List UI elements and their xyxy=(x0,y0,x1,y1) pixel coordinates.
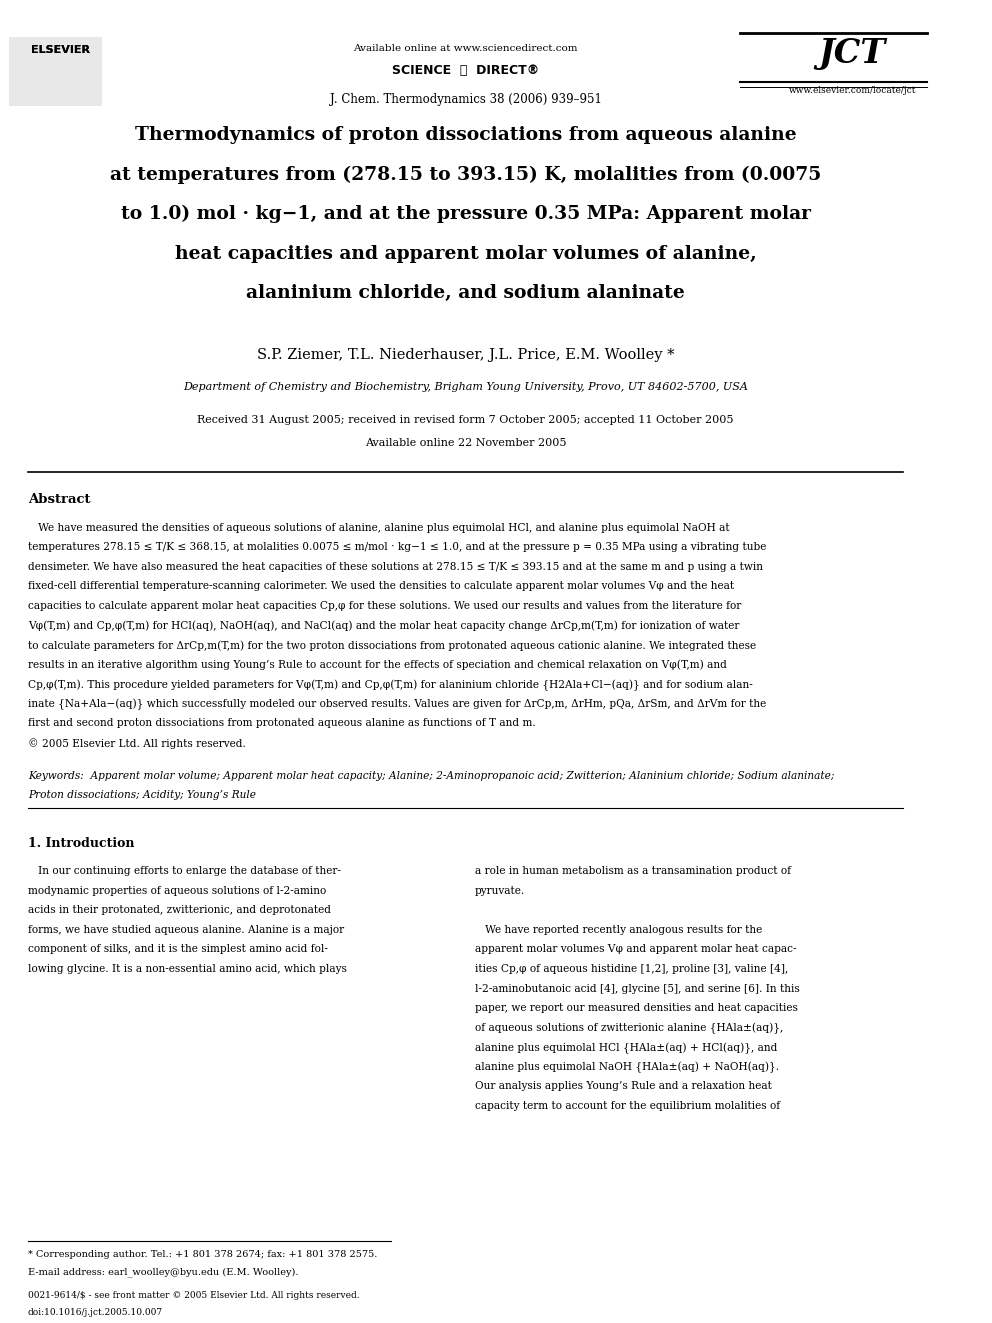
Text: Abstract: Abstract xyxy=(28,493,90,507)
Text: www.elsevier.com/locate/jct: www.elsevier.com/locate/jct xyxy=(789,86,916,95)
Text: We have reported recently analogous results for the: We have reported recently analogous resu… xyxy=(475,925,762,935)
Text: Cp,φ(T,m). This procedure yielded parameters for Vφ(T,m) and Cp,φ(T,m) for alani: Cp,φ(T,m). This procedure yielded parame… xyxy=(28,679,753,691)
Text: Received 31 August 2005; received in revised form 7 October 2005; accepted 11 Oc: Received 31 August 2005; received in rev… xyxy=(197,415,734,426)
Text: lowing glycine. It is a non-essential amino acid, which plays: lowing glycine. It is a non-essential am… xyxy=(28,964,347,974)
Text: results in an iterative algorithm using Young’s Rule to account for the effects : results in an iterative algorithm using … xyxy=(28,660,727,671)
Text: Keywords:  Apparent molar volume; Apparent molar heat capacity; Alanine; 2-Amino: Keywords: Apparent molar volume; Apparen… xyxy=(28,771,834,781)
Bar xyxy=(9,37,102,106)
Text: E-mail address: earl_woolley@byu.edu (E.M. Woolley).: E-mail address: earl_woolley@byu.edu (E.… xyxy=(28,1267,299,1277)
Text: l-2-aminobutanoic acid [4], glycine [5], and serine [6]. In this: l-2-aminobutanoic acid [4], glycine [5],… xyxy=(475,983,800,994)
Text: capacities to calculate apparent molar heat capacities Cp,φ for these solutions.: capacities to calculate apparent molar h… xyxy=(28,601,741,611)
Text: Vφ(T,m) and Cp,φ(T,m) for HCl(aq), NaOH(aq), and NaCl(aq) and the molar heat cap: Vφ(T,m) and Cp,φ(T,m) for HCl(aq), NaOH(… xyxy=(28,620,739,631)
Text: densimeter. We have also measured the heat capacities of these solutions at 278.: densimeter. We have also measured the he… xyxy=(28,562,763,572)
Text: SCIENCE  ⓐ  DIRECT®: SCIENCE ⓐ DIRECT® xyxy=(392,64,540,77)
Text: apparent molar volumes Vφ and apparent molar heat capac-: apparent molar volumes Vφ and apparent m… xyxy=(475,945,797,954)
Text: JCT: JCT xyxy=(818,37,886,70)
Text: Available online 22 November 2005: Available online 22 November 2005 xyxy=(365,438,566,448)
Text: 0021-9614/$ - see front matter © 2005 Elsevier Ltd. All rights reserved.: 0021-9614/$ - see front matter © 2005 El… xyxy=(28,1291,359,1301)
Text: alanine plus equimolal NaOH {HAla±(aq) + NaOH(aq)}.: alanine plus equimolal NaOH {HAla±(aq) +… xyxy=(475,1062,779,1073)
Text: © 2005 Elsevier Ltd. All rights reserved.: © 2005 Elsevier Ltd. All rights reserved… xyxy=(28,738,246,749)
Text: heat capacities and apparent molar volumes of alanine,: heat capacities and apparent molar volum… xyxy=(175,245,757,263)
Text: inate {Na+Ala−(aq)} which successfully modeled our observed results. Values are : inate {Na+Ala−(aq)} which successfully m… xyxy=(28,699,766,710)
Text: a role in human metabolism as a transamination product of: a role in human metabolism as a transami… xyxy=(475,867,791,876)
Text: Proton dissociations; Acidity; Young’s Rule: Proton dissociations; Acidity; Young’s R… xyxy=(28,790,256,800)
Text: In our continuing efforts to enlarge the database of ther-: In our continuing efforts to enlarge the… xyxy=(28,867,341,876)
Text: S.P. Ziemer, T.L. Niederhauser, J.L. Price, E.M. Woolley *: S.P. Ziemer, T.L. Niederhauser, J.L. Pri… xyxy=(257,348,675,363)
Text: fixed-cell differential temperature-scanning calorimeter. We used the densities : fixed-cell differential temperature-scan… xyxy=(28,581,734,591)
Text: Available online at www.sciencedirect.com: Available online at www.sciencedirect.co… xyxy=(353,44,578,53)
Text: ities Cp,φ of aqueous histidine [1,2], proline [3], valine [4],: ities Cp,φ of aqueous histidine [1,2], p… xyxy=(475,964,789,974)
Text: alanine plus equimolal HCl {HAla±(aq) + HCl(aq)}, and: alanine plus equimolal HCl {HAla±(aq) + … xyxy=(475,1043,778,1053)
Text: to calculate parameters for ΔrCp,m(T,m) for the two proton dissociations from pr: to calculate parameters for ΔrCp,m(T,m) … xyxy=(28,640,756,651)
Text: modynamic properties of aqueous solutions of l-2-amino: modynamic properties of aqueous solution… xyxy=(28,885,326,896)
Text: alaninium chloride, and sodium alaninate: alaninium chloride, and sodium alaninate xyxy=(246,284,685,303)
Text: to 1.0) mol · kg−1, and at the pressure 0.35 MPa: Apparent molar: to 1.0) mol · kg−1, and at the pressure … xyxy=(121,205,810,224)
Text: Department of Chemistry and Biochemistry, Brigham Young University, Provo, UT 84: Department of Chemistry and Biochemistry… xyxy=(184,382,748,393)
Text: J. Chem. Thermodynamics 38 (2006) 939–951: J. Chem. Thermodynamics 38 (2006) 939–95… xyxy=(329,93,601,106)
Text: * Corresponding author. Tel.: +1 801 378 2674; fax: +1 801 378 2575.: * Corresponding author. Tel.: +1 801 378… xyxy=(28,1250,377,1259)
Text: forms, we have studied aqueous alanine. Alanine is a major: forms, we have studied aqueous alanine. … xyxy=(28,925,344,935)
Text: ELSEVIER: ELSEVIER xyxy=(31,45,90,56)
Text: component of silks, and it is the simplest amino acid fol-: component of silks, and it is the simple… xyxy=(28,945,327,954)
Text: of aqueous solutions of zwitterionic alanine {HAla±(aq)},: of aqueous solutions of zwitterionic ala… xyxy=(475,1023,784,1035)
Text: Thermodynamics of proton dissociations from aqueous alanine: Thermodynamics of proton dissociations f… xyxy=(135,126,797,144)
Text: pyruvate.: pyruvate. xyxy=(475,885,525,896)
Text: ELSEVIER: ELSEVIER xyxy=(31,45,90,56)
Text: capacity term to account for the equilibrium molalities of: capacity term to account for the equilib… xyxy=(475,1101,780,1111)
Text: Our analysis applies Young’s Rule and a relaxation heat: Our analysis applies Young’s Rule and a … xyxy=(475,1081,772,1091)
Text: paper, we report our measured densities and heat capacities: paper, we report our measured densities … xyxy=(475,1003,798,1013)
Text: first and second proton dissociations from protonated aqueous alanine as functio: first and second proton dissociations fr… xyxy=(28,718,536,729)
Text: doi:10.1016/j.jct.2005.10.007: doi:10.1016/j.jct.2005.10.007 xyxy=(28,1308,163,1318)
Text: 1. Introduction: 1. Introduction xyxy=(28,837,135,849)
Text: acids in their protonated, zwitterionic, and deprotonated: acids in their protonated, zwitterionic,… xyxy=(28,905,331,916)
Text: temperatures 278.15 ≤ T/K ≤ 368.15, at molalities 0.0075 ≤ m/mol · kg−1 ≤ 1.0, a: temperatures 278.15 ≤ T/K ≤ 368.15, at m… xyxy=(28,542,766,552)
Text: at temperatures from (278.15 to 393.15) K, molalities from (0.0075: at temperatures from (278.15 to 393.15) … xyxy=(110,165,821,184)
Text: We have measured the densities of aqueous solutions of alanine, alanine plus equ: We have measured the densities of aqueou… xyxy=(28,523,729,533)
